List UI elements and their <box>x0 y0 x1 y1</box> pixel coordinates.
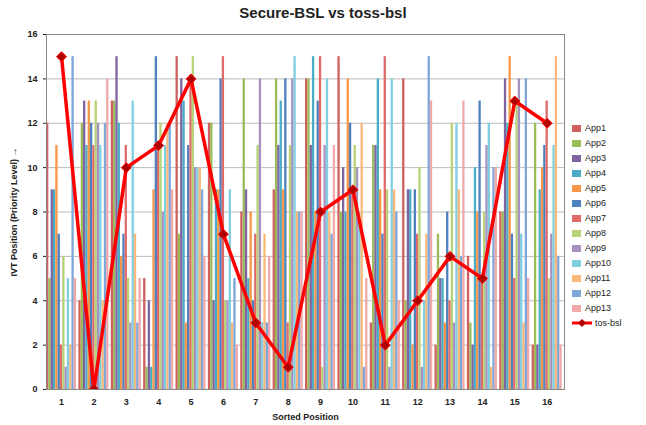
svg-text:4: 4 <box>32 296 37 306</box>
svg-text:2: 2 <box>32 340 37 350</box>
html-text:App1: App1 <box>585 123 606 133</box>
svg-text:14: 14 <box>27 74 37 84</box>
svg-text:11: 11 <box>381 397 391 407</box>
svg-text:16: 16 <box>27 29 37 39</box>
html-text:App3: App3 <box>585 153 606 163</box>
svg-text:0: 0 <box>32 384 37 394</box>
svg-text:Sorted Position: Sorted Position <box>272 412 339 422</box>
svg-text:2: 2 <box>91 397 96 407</box>
svg-text:7: 7 <box>253 397 258 407</box>
svg-text:12: 12 <box>27 118 37 128</box>
html-text:Secure-BSL vs toss-bsl: Secure-BSL vs toss-bsl <box>239 4 407 21</box>
svg-text:6: 6 <box>221 397 226 407</box>
svg-text:8: 8 <box>32 207 37 217</box>
svg-text:13: 13 <box>445 397 455 407</box>
svg-text:9: 9 <box>318 397 323 407</box>
svg-text:14: 14 <box>477 397 487 407</box>
html-text:App5: App5 <box>585 183 606 193</box>
html-text:App10: App10 <box>585 258 611 268</box>
svg-text:3: 3 <box>124 397 129 407</box>
svg-text:1: 1 <box>59 397 64 407</box>
svg-text:IVT Position (Priority Level): IVT Position (Priority Level) → <box>9 147 19 276</box>
html-text:App12: App12 <box>585 288 611 298</box>
html-text:App6: App6 <box>585 198 606 208</box>
svg-text:5: 5 <box>189 397 194 407</box>
svg-text:6: 6 <box>32 251 37 261</box>
html-text:App8: App8 <box>585 228 606 238</box>
html-text:App4: App4 <box>585 168 606 178</box>
html-text:App13: App13 <box>585 303 611 313</box>
html-text:App9: App9 <box>585 243 606 253</box>
svg-text:16: 16 <box>542 397 552 407</box>
svg-text:10: 10 <box>348 397 358 407</box>
html-text:tos-bsl: tos-bsl <box>595 318 622 328</box>
html-text:App7: App7 <box>585 213 606 223</box>
svg-text:8: 8 <box>286 397 291 407</box>
svg-text:10: 10 <box>27 163 37 173</box>
html-text:App2: App2 <box>585 138 606 148</box>
html-text:App11: App11 <box>585 273 611 283</box>
svg-text:12: 12 <box>413 397 423 407</box>
svg-text:4: 4 <box>156 397 161 407</box>
svg-text:15: 15 <box>510 397 520 407</box>
